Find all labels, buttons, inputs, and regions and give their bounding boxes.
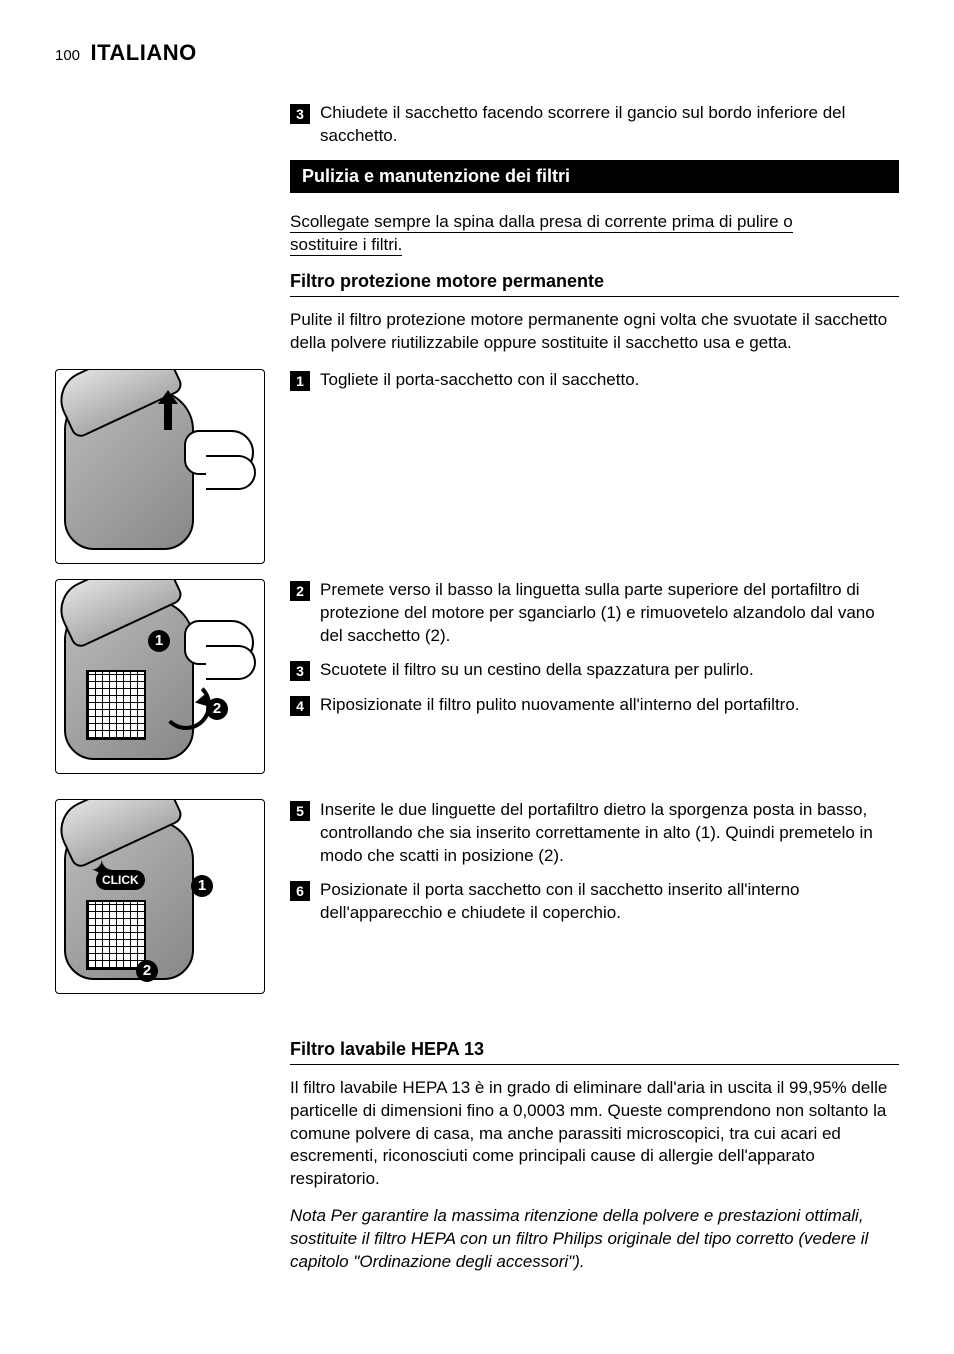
step-text: Togliete il porta-sacchetto con il sacch…	[320, 369, 899, 392]
step-text: Scuotete il filtro su un cestino della s…	[320, 659, 899, 682]
step-text: Posizionate il porta sacchetto con il sa…	[320, 879, 899, 925]
step-item: 2 Premete verso il basso la linguetta su…	[290, 579, 899, 648]
illustration-2: 1 2	[55, 579, 265, 774]
note-text: Nota Per garantire la massima ritenzione…	[290, 1205, 899, 1274]
subheading: Filtro lavabile HEPA 13	[290, 1039, 899, 1065]
section-heading: Pulizia e manutenzione dei filtri	[290, 160, 899, 193]
illustration-1	[55, 369, 265, 564]
illustration-3: ✦ CLICK 1 2	[55, 799, 265, 994]
click-label: CLICK	[96, 870, 145, 890]
paragraph: Pulite il filtro protezione motore perma…	[290, 309, 899, 355]
step-item: 6 Posizionate il porta sacchetto con il …	[290, 879, 899, 925]
page-number: 100	[55, 47, 80, 64]
step-item: 4 Riposizionate il filtro pulito nuovame…	[290, 694, 899, 717]
language-title: ITALIANO	[90, 40, 196, 66]
step-item: 3 Chiudete il sacchetto facendo scorrere…	[290, 102, 899, 148]
page: 100 ITALIANO 3 Chiudete il sacchetto fac…	[0, 0, 954, 1348]
step-number: 5	[290, 801, 310, 821]
warning-line1: Scollegate sempre la spina dalla presa d…	[290, 212, 793, 233]
paragraph: Il filtro lavabile HEPA 13 è in grado di…	[290, 1077, 899, 1192]
step-item: 5 Inserite le due linguette del portafil…	[290, 799, 899, 868]
subheading: Filtro protezione motore permanente	[290, 271, 899, 297]
page-header: 100 ITALIANO	[55, 40, 899, 66]
step-number: 4	[290, 696, 310, 716]
step-text: Chiudete il sacchetto facendo scorrere i…	[320, 102, 899, 148]
warning-line2: sostituire i filtri.	[290, 235, 402, 256]
step-text: Riposizionate il filtro pulito nuovament…	[320, 694, 899, 717]
step-group-1: 1 Togliete il porta-sacchetto con il sac…	[290, 369, 899, 569]
step-number: 3	[290, 661, 310, 681]
step-number: 6	[290, 881, 310, 901]
step-number: 1	[290, 371, 310, 391]
step-group-2: 1 2 2 Premete verso il basso la linguett…	[290, 579, 899, 789]
step-number: 3	[290, 104, 310, 124]
step-text: Premete verso il basso la linguetta sull…	[320, 579, 899, 648]
callout-1: 1	[148, 630, 170, 652]
step-item: 3 Scuotete il filtro su un cestino della…	[290, 659, 899, 682]
step-item: 1 Togliete il porta-sacchetto con il sac…	[290, 369, 899, 392]
step-text: Inserite le due linguette del portafiltr…	[320, 799, 899, 868]
callout-2: 2	[206, 698, 228, 720]
callout-2: 2	[136, 960, 158, 982]
callout-1: 1	[191, 875, 213, 897]
content-column: 3 Chiudete il sacchetto facendo scorrere…	[290, 102, 899, 1274]
step-number: 2	[290, 581, 310, 601]
warning-text: Scollegate sempre la spina dalla presa d…	[290, 211, 899, 257]
step-group-3: ✦ CLICK 1 2 5 Inserite le due linguette …	[290, 799, 899, 999]
